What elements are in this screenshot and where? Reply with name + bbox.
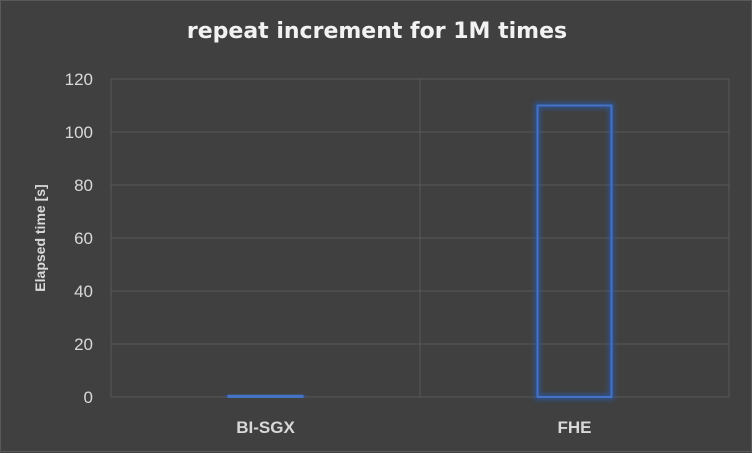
x-category-label: BI-SGX <box>236 418 295 437</box>
y-tick-label: 40 <box>74 282 93 301</box>
y-tick-label: 100 <box>65 123 93 142</box>
bars <box>225 102 615 400</box>
bar-bi-sgx <box>225 392 306 400</box>
chart-title: repeat increment for 1M times <box>186 19 568 44</box>
bar-glow <box>534 102 615 400</box>
y-tick-label: 20 <box>74 335 93 354</box>
y-axis-ticks: 0 20 40 60 80 100 120 <box>65 70 93 407</box>
bar-fhe <box>534 102 615 400</box>
bar <box>227 394 304 398</box>
y-tick-label: 60 <box>74 229 93 248</box>
x-category-label: FHE <box>558 418 592 437</box>
y-tick-label: 0 <box>84 388 93 407</box>
y-tick-label: 80 <box>74 176 93 195</box>
x-axis-labels: BI-SGX FHE <box>236 418 591 437</box>
gridlines <box>110 78 730 398</box>
y-tick-label: 120 <box>65 70 93 89</box>
bar <box>536 104 613 398</box>
